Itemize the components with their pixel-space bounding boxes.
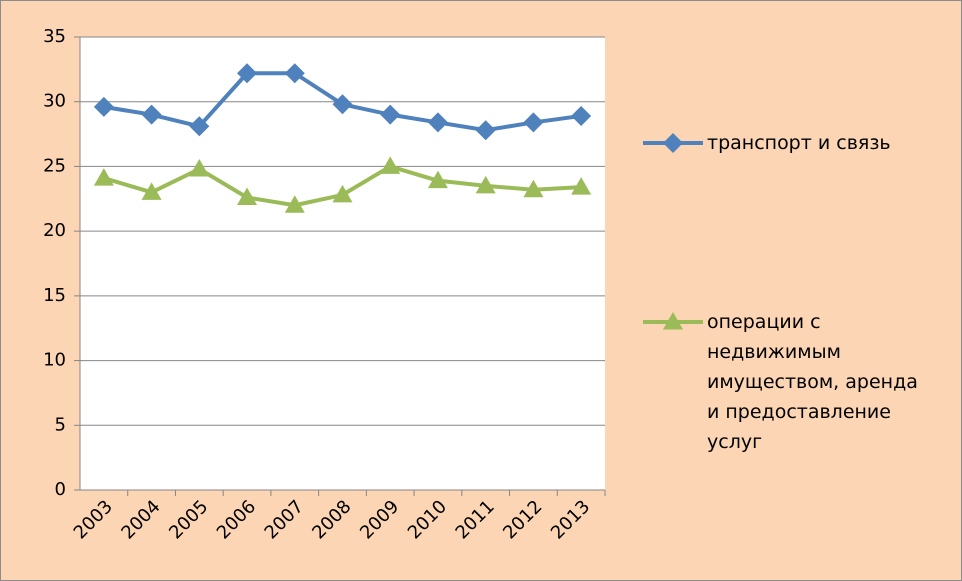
marker bbox=[332, 94, 353, 115]
y-tick-label: 10 bbox=[43, 350, 66, 371]
x-tick-label: 2010 bbox=[404, 496, 451, 543]
y-tick-label: 25 bbox=[43, 155, 66, 176]
marker bbox=[523, 112, 544, 133]
y-tick-label: 30 bbox=[43, 91, 66, 112]
marker bbox=[380, 156, 401, 174]
y-tick-label: 15 bbox=[43, 285, 66, 306]
marker bbox=[284, 195, 305, 213]
marker bbox=[141, 182, 162, 200]
legend-label: операции с недвижимым имуществом, аренда… bbox=[707, 311, 918, 453]
x-tick-label: 2011 bbox=[452, 496, 499, 543]
marker bbox=[93, 168, 114, 186]
x-tick-label: 2005 bbox=[165, 496, 212, 543]
marker bbox=[237, 63, 258, 84]
marker bbox=[571, 177, 592, 195]
marker bbox=[663, 133, 683, 153]
marker bbox=[284, 63, 305, 84]
x-tick-label: 2013 bbox=[547, 496, 594, 543]
x-tick-label: 2004 bbox=[117, 496, 164, 543]
y-tick-label: 5 bbox=[55, 414, 66, 435]
marker bbox=[523, 179, 544, 198]
x-tick-label: 2006 bbox=[213, 496, 260, 543]
x-tick-label: 2007 bbox=[261, 496, 308, 543]
marker bbox=[475, 120, 496, 141]
x-tick-label: 2008 bbox=[308, 496, 355, 543]
marker bbox=[475, 175, 496, 194]
marker bbox=[571, 105, 592, 126]
marker bbox=[380, 104, 401, 125]
y-tick-label: 0 bbox=[55, 479, 66, 500]
x-tick-label: 2012 bbox=[499, 496, 546, 543]
marker bbox=[93, 96, 114, 117]
y-tick-label: 35 bbox=[43, 26, 66, 47]
y-tick-label: 20 bbox=[43, 220, 66, 241]
marker bbox=[141, 104, 162, 125]
marker bbox=[427, 112, 448, 133]
marker bbox=[427, 170, 448, 189]
marker bbox=[237, 187, 258, 205]
legend-label: транспорт и связь bbox=[707, 132, 891, 154]
marker bbox=[189, 116, 210, 137]
x-tick-label: 2009 bbox=[356, 496, 403, 543]
x-tick-label: 2003 bbox=[70, 496, 117, 543]
marker bbox=[663, 312, 683, 330]
marker bbox=[332, 184, 353, 203]
marker bbox=[189, 159, 210, 177]
